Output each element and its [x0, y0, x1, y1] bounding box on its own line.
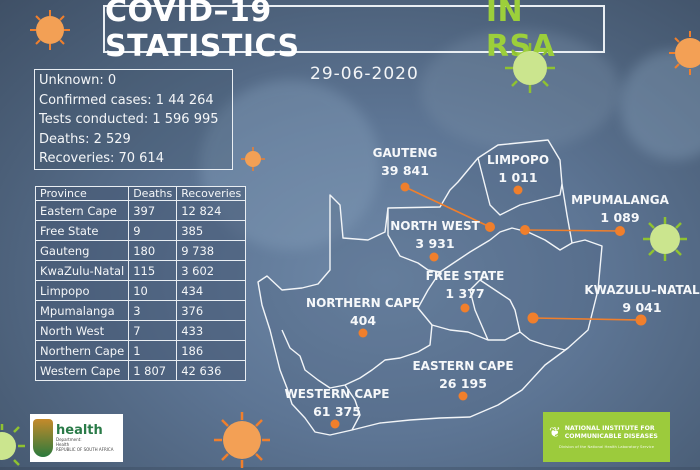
dot-gauteng-location: [485, 222, 495, 232]
dot-northern-cape: [358, 328, 368, 338]
map-label-limpopo: LIMPOPO 1 011: [487, 152, 549, 186]
cell-province: Limpopo: [34, 280, 130, 301]
summary-recoveries: Recoveries: 70 614: [39, 151, 164, 167]
province-cases: 26 195: [439, 376, 487, 391]
background-virus-shape: [620, 50, 700, 160]
cell-deaths: 1 807: [128, 360, 178, 381]
cell-province: Eastern Cape: [34, 200, 130, 221]
dot-western-cape: [330, 419, 340, 429]
cell-province: Gauteng: [34, 240, 130, 261]
dot-eastern-cape: [458, 391, 468, 401]
table-row: North West 7 433: [34, 320, 247, 341]
province-name: FREE STATE: [425, 269, 505, 283]
province-name: KWAZULU–NATAL: [584, 283, 700, 297]
summary-unknown: Unknown: 0: [39, 73, 117, 88]
province-name: EASTERN CAPE: [412, 359, 514, 373]
green-virus-icon: [0, 424, 25, 466]
report-date: 29-06-2020: [310, 64, 419, 84]
table-row: Western Cape 1 807 42 636: [34, 360, 247, 381]
summary-tests: Tests conducted: 1 596 995: [39, 112, 219, 128]
province-cases: 9 041: [622, 300, 662, 315]
health-department-logo: health Department: Health REPUBLIC OF SO…: [30, 414, 123, 462]
orange-virus-icon: [214, 412, 270, 468]
map-label-northern-cape: NORTHERN CAPE 404: [306, 295, 420, 329]
summary-deaths: Deaths: 2 529: [39, 131, 131, 147]
dot-mpumalanga-label: [615, 226, 625, 236]
dot-free-state: [460, 303, 470, 313]
page-title: COVID–19 STATISTICS IN RSA: [103, 0, 605, 64]
cell-province: North West: [34, 320, 130, 341]
province-cases: 3 931: [415, 236, 455, 251]
dot-kwazulu-natal: [527, 312, 539, 324]
health-logo-sub2: Health: [56, 442, 70, 447]
cell-province: KwaZulu-Natal: [34, 260, 130, 281]
dot-kwazulu-natal-label: [635, 314, 647, 326]
orange-virus-icon: [30, 10, 70, 50]
map-label-north-west: NORTH WEST 3 931: [390, 218, 480, 252]
health-logo-sub1: Department:: [56, 437, 82, 442]
background-virus-shape: [420, 30, 620, 150]
health-logo-text: health: [56, 423, 103, 438]
province-cases: 1 377: [445, 286, 485, 301]
cell-recoveries: 433: [176, 320, 247, 341]
dot-mpumalanga: [520, 225, 530, 235]
title-main: COVID–19 STATISTICS: [105, 0, 300, 64]
nicd-logo: ❦ NATIONAL INSTITUTE FOR COMMUNICABLE DI…: [543, 412, 670, 462]
map-label-western-cape: WESTERN CAPE 61 375: [284, 386, 389, 420]
province-name: LIMPOPO: [486, 153, 550, 167]
health-logo-sub3: REPUBLIC OF SOUTH AFRICA: [56, 447, 114, 452]
table-row: Gauteng 180 9 738: [34, 240, 247, 261]
green-virus-icon: [643, 217, 687, 261]
cell-deaths: 115: [128, 260, 178, 281]
province-cases: 404: [349, 313, 377, 328]
cell-province: Free State: [34, 220, 130, 241]
cell-recoveries: 42 636: [176, 360, 247, 381]
map-label-mpumalanga: MPUMALANGA 1 089: [571, 192, 669, 226]
table-row: KwaZulu-Natal 115 3 602: [34, 260, 247, 281]
map-label-kwazulu-natal: KWAZULU–NATAL 9 041: [584, 282, 699, 316]
table-row: Eastern Cape 397 12 824: [34, 200, 247, 221]
map-label-free-state: FREE STATE 1 377: [426, 268, 505, 302]
nicd-line1: NATIONAL INSTITUTE FOR: [564, 425, 655, 432]
province-cases: 1 011: [498, 170, 538, 185]
province-cases: 1 089: [600, 210, 640, 225]
cell-recoveries: 376: [176, 300, 247, 321]
province-cases: 61 375: [313, 404, 361, 419]
province-name: WESTERN CAPE: [284, 387, 390, 401]
header-province: Province: [34, 186, 130, 201]
coat-of-arms-icon: [33, 419, 53, 457]
province-name: GAUTENG: [372, 146, 438, 160]
dot-gauteng: [400, 182, 410, 192]
province-table: Province Deaths Recoveries Eastern Cape 3…: [34, 186, 247, 381]
header-recoveries: Recoveries: [176, 186, 247, 201]
province-name: NORTH WEST: [390, 219, 480, 233]
province-name: MPUMALANGA: [571, 193, 669, 207]
orange-virus-icon: [241, 147, 265, 171]
map-label-eastern-cape: EASTERN CAPE 26 195: [412, 358, 513, 392]
province-name: NORTHERN CAPE: [306, 296, 420, 310]
orange-virus-icon: [669, 31, 700, 75]
table-row: Limpopo 10 434: [34, 280, 247, 301]
dot-limpopo: [513, 185, 523, 195]
summary-box: Unknown: 0 Confirmed cases: 1 44 264 Tes…: [34, 69, 233, 170]
province-cases: 39 841: [381, 163, 429, 178]
nicd-division: Division of the National Health Laborato…: [558, 444, 655, 449]
nicd-line2: COMMUNICABLE DISEASES: [564, 433, 658, 440]
green-virus-icon: [505, 43, 555, 93]
table-header-row: Province Deaths Recoveries: [34, 186, 247, 201]
table-row: Free State 9 385: [34, 220, 247, 241]
dot-north-west: [429, 252, 439, 262]
cell-province: Western Cape: [34, 360, 130, 381]
africa-icon: ❦: [549, 425, 561, 441]
map-label-gauteng: GAUTENG 39 841: [373, 145, 438, 179]
summary-confirmed: Confirmed cases: 1 44 264: [39, 92, 214, 108]
